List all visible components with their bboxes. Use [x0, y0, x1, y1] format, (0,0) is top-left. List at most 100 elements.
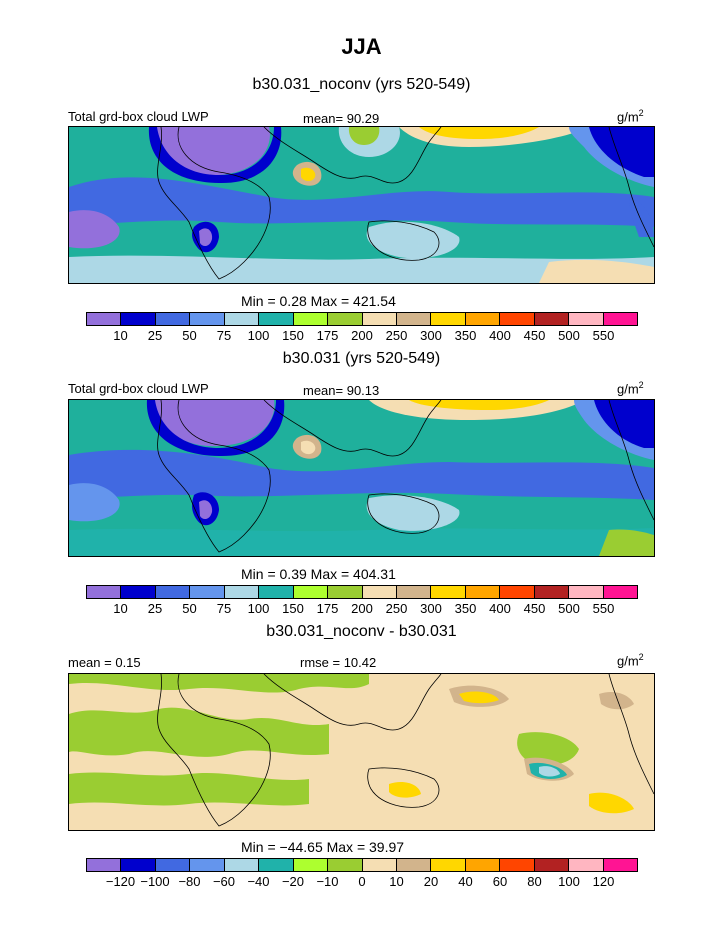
colorbar-swatch [569, 586, 604, 598]
colorbar-swatch [87, 313, 122, 325]
contour-region [146, 400, 285, 457]
colorbar-swatch [534, 586, 570, 598]
colorbar-tick-label: 350 [454, 601, 477, 616]
colorbar-tick-label: 250 [385, 328, 408, 343]
colorbar-tick-label: −20 [281, 874, 305, 889]
colorbar-swatch [259, 586, 294, 598]
colorbar-swatch [362, 313, 397, 325]
colorbar-swatch [465, 859, 501, 871]
contour-region [154, 127, 270, 176]
colorbar-tick-label: 75 [216, 601, 232, 616]
colorbar-swatch [155, 313, 191, 325]
contour-region [69, 707, 329, 757]
colorbar-tick-label: 175 [316, 601, 339, 616]
colorbar-swatch [328, 586, 363, 598]
contour-region [589, 127, 654, 177]
coastline [608, 674, 654, 795]
colorbar-swatch [362, 586, 397, 598]
colorbar-swatch [465, 313, 501, 325]
colorbar-tick-label: 450 [523, 328, 546, 343]
coastline [263, 674, 442, 731]
colorbar-tick-label: 120 [592, 874, 615, 889]
contour-region [69, 255, 654, 283]
colorbar-tick-label: 250 [385, 601, 408, 616]
main-title: JJA [341, 34, 382, 59]
colorbar-swatch [121, 859, 156, 871]
colorbar-swatch [396, 586, 432, 598]
colorbar-tick-label: 450 [523, 601, 546, 616]
colorbar-swatch [431, 313, 466, 325]
contour-region [69, 772, 309, 806]
colorbar-tick-label: 400 [489, 601, 511, 616]
panel-3-contour-plot [69, 674, 654, 830]
colorbar-swatch [190, 313, 225, 325]
colorbar-swatch [603, 313, 637, 325]
panel-1-contour-plot [69, 127, 654, 283]
colorbar-swatch [396, 313, 432, 325]
colorbar-tick-label: 25 [147, 328, 163, 343]
contour-region [366, 221, 460, 259]
colorbar-swatch [603, 859, 637, 871]
contour-region [69, 674, 369, 693]
panel-3-colorbar-ticks: −120 −100 −80 −60 −40 −20 −10 0 10 20 40 60 80 100 120 [86, 874, 638, 890]
colorbar-tick-label: −80 [178, 874, 201, 889]
colorbar-swatch [293, 586, 329, 598]
colorbar-tick-label: 200 [351, 601, 373, 616]
colorbar-tick-label: 10 [389, 874, 404, 889]
panel-2-colorbar [86, 585, 638, 599]
contour-region [348, 127, 380, 145]
colorbar-swatch [293, 313, 329, 325]
colorbar-swatch [328, 859, 363, 871]
colorbar-tick-label: 10 [113, 328, 128, 343]
coastline [157, 127, 271, 280]
colorbar-swatch [569, 313, 604, 325]
contour-region [366, 495, 460, 531]
colorbar-tick-label: 50 [182, 328, 197, 343]
colorbar-swatch [534, 313, 570, 325]
colorbar-tick-label: 20 [423, 874, 439, 889]
panel-2-variable-label: Total grd-box cloud LWP [68, 381, 209, 396]
colorbar-swatch [465, 586, 501, 598]
panel-3-title: b30.031_noconv - b30.031 [266, 623, 457, 640]
panel-2-mean-label: mean= 90.13 [303, 383, 380, 398]
panel-2-colorbar-ticks: 10 25 50 75 100 150 175 200 250 300 350 400 450 500 55… [86, 601, 638, 617]
colorbar-tick-label: 40 [458, 874, 473, 889]
colorbar-swatch [603, 586, 637, 598]
panel-3-rmse-label: rmse = 10.42 [300, 655, 377, 670]
colorbar-tick-label: 100 [247, 601, 270, 616]
panel-3-map [68, 673, 655, 831]
colorbar-swatch [500, 586, 535, 598]
panel-1-variable-label: Total grd-box cloud LWP [68, 109, 209, 124]
contour-region [409, 400, 549, 410]
contour-region [154, 400, 275, 447]
contour-region [69, 210, 120, 249]
colorbar-tick-label: 200 [351, 328, 373, 343]
contour-region [301, 167, 316, 182]
colorbar-tick-label: −40 [247, 874, 270, 889]
colorbar-tick-label: 500 [558, 601, 580, 616]
colorbar-swatch [155, 859, 191, 871]
colorbar-swatch [121, 313, 156, 325]
panel-1-minmax: Min = 0.28 Max = 421.54 [241, 293, 396, 309]
colorbar-tick-label: 75 [216, 328, 232, 343]
contour-region [199, 228, 213, 247]
colorbar-tick-label: 550 [592, 601, 615, 616]
panel-1-mean-label: mean= 90.29 [303, 111, 380, 126]
colorbar-swatch [224, 586, 260, 598]
colorbar-tick-label: 300 [420, 328, 442, 343]
colorbar-tick-label: 100 [558, 874, 580, 889]
panel-2-minmax: Min = 0.39 Max = 404.31 [241, 566, 396, 582]
colorbar-swatch [87, 859, 122, 871]
colorbar-tick-label: 400 [489, 328, 511, 343]
colorbar-tick-label: 80 [527, 874, 542, 889]
colorbar-tick-label: 50 [182, 601, 197, 616]
colorbar-swatch [121, 586, 156, 598]
colorbar-tick-label: 350 [454, 328, 477, 343]
colorbar-swatch [155, 586, 191, 598]
contour-region [69, 528, 654, 556]
coastline [367, 767, 440, 808]
colorbar-swatch [362, 859, 397, 871]
contour-region [599, 529, 654, 556]
colorbar-tick-label: 150 [282, 601, 304, 616]
colorbar-swatch [190, 586, 225, 598]
